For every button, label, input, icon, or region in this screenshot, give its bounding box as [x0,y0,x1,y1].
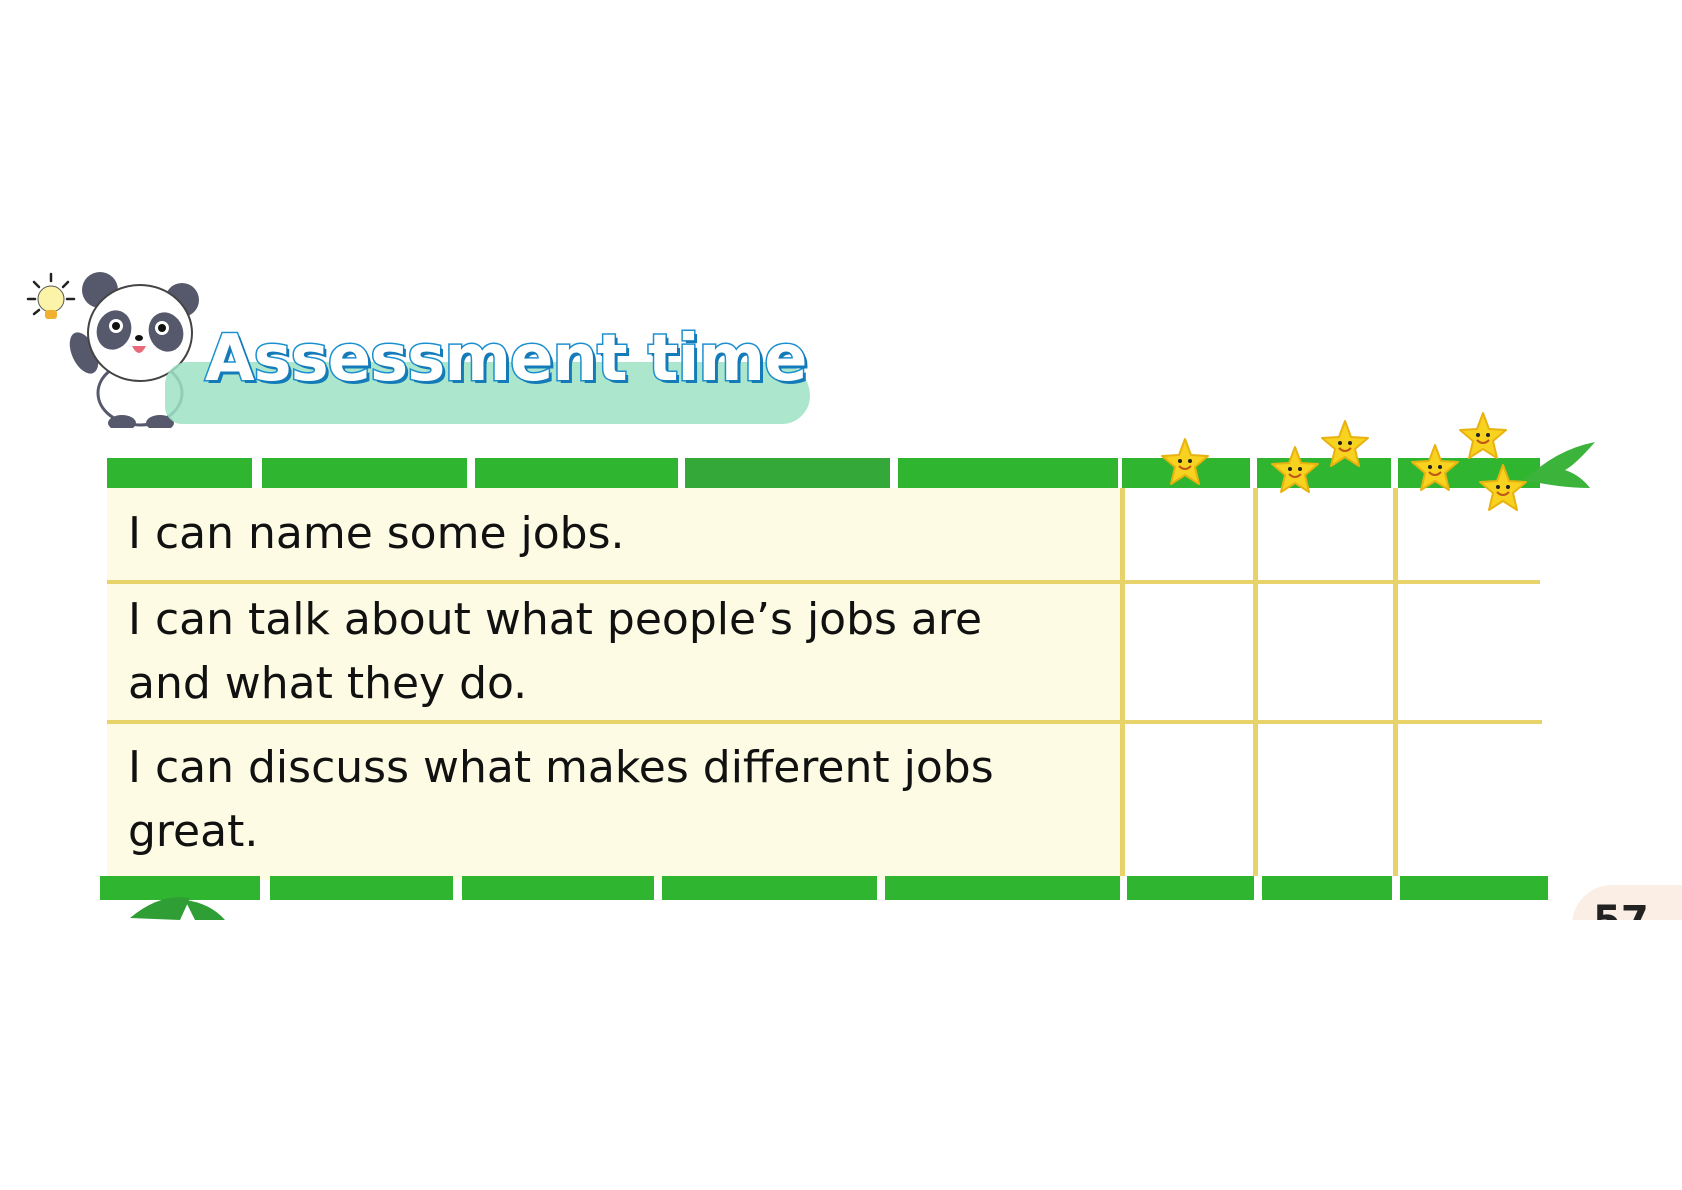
smiling-star-icon [1318,418,1372,472]
bamboo-segment [107,458,252,488]
grid-line [107,580,1540,584]
rating-cell-1-star-row3[interactable] [1125,724,1253,876]
bamboo-segment [1400,876,1548,900]
page-title: Assessment time [203,321,808,398]
bamboo-segment [662,876,877,900]
bamboo-segment [100,876,260,900]
rating-cell-2-star-row2[interactable] [1258,584,1393,720]
bamboo-leaf-icon [1525,440,1605,504]
page-bottom-margin [0,920,1682,1190]
bamboo-segment [1262,876,1392,900]
statement-row: I can discuss what makes different jobs … [128,736,1118,864]
lightbulb-icon [26,272,86,336]
statement-text: I can discuss what makes different jobs [128,742,994,793]
grid-line [107,720,1542,724]
smiling-star-icon [1476,462,1530,516]
statements-panel [107,488,1124,880]
grid-line [1393,488,1398,876]
bamboo-segment [270,876,453,900]
rating-cell-3-star-row2[interactable] [1398,584,1540,720]
rating-cell-2-star-row1[interactable] [1258,490,1393,580]
smiling-star-icon [1456,410,1510,464]
statement-text: I can name some jobs. [128,508,625,559]
bamboo-segment [1127,876,1254,900]
statement-row: I can talk about what people’s jobs are … [128,588,1118,716]
smiling-star-icon [1158,436,1212,490]
bamboo-leaf-icon [130,888,230,924]
smiling-star-icon [1408,442,1462,496]
statement-text: great. [128,806,259,857]
rating-cell-2-star-row3[interactable] [1258,724,1393,876]
title-highlight [165,362,810,424]
bamboo-segment [898,458,1118,488]
panda-mascot [62,268,202,432]
statement-text: and what they do. [128,658,528,709]
rating-cell-3-star-row3[interactable] [1398,724,1540,876]
rating-cell-1-star-row2[interactable] [1125,584,1253,720]
statement-text: I can talk about what people’s jobs are [128,594,983,645]
grid-line [1253,488,1258,876]
smiling-star-icon [1268,444,1322,498]
bamboo-segment [885,876,1120,900]
bamboo-segment [685,458,890,488]
rating-cell-1-star-row1[interactable] [1125,490,1253,580]
bamboo-segment [262,458,467,488]
page-number-tab [1572,885,1682,925]
statement-row: I can name some jobs. [128,502,1118,566]
bamboo-segment [462,876,654,900]
grid-line [1120,488,1125,876]
bamboo-segment [475,458,678,488]
